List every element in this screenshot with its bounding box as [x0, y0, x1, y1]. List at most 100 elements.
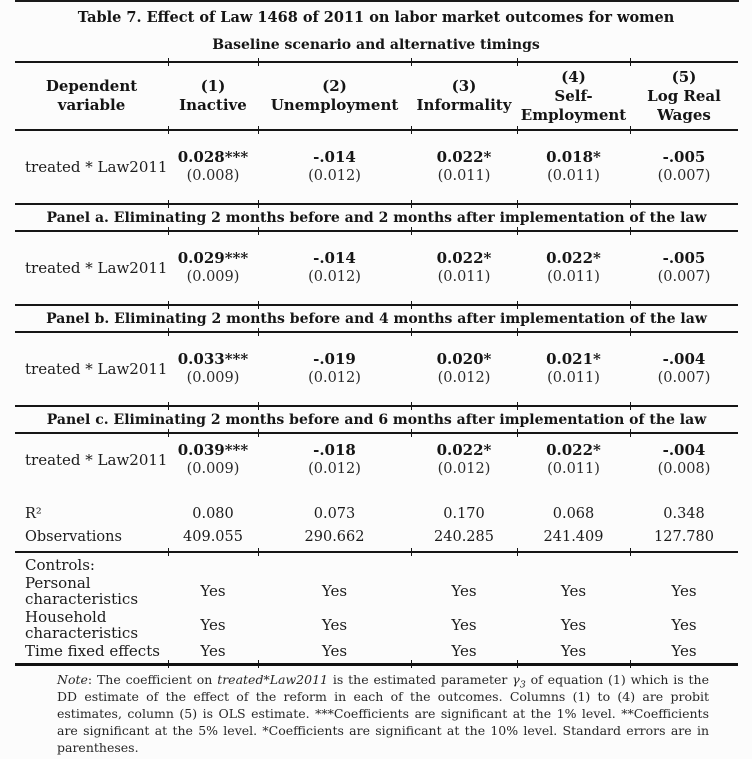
coef-row-panel-c: treated * Law2011 0.039*** (0.009) -.018 (…: [15, 437, 738, 503]
coef-cell: 0.022* (0.011): [517, 437, 630, 503]
standard-error: (0.007): [657, 269, 711, 285]
observations-row: Observations 409.055 290.662 240.285 241…: [15, 525, 738, 548]
observations-value: 127.780: [654, 528, 714, 545]
header-col-3-informality: (3) Informality: [416, 77, 512, 114]
coef-cell: 0.018* (0.011): [517, 134, 630, 200]
control-value: Yes: [200, 582, 226, 600]
coefficient-value: 0.033***: [177, 350, 249, 368]
coefficient-value: -.014: [313, 249, 356, 267]
coef-cell: 0.022* (0.012): [411, 437, 517, 503]
standard-error: (0.007): [657, 370, 711, 386]
coefficient-value: 0.018*: [546, 148, 601, 166]
control-value: Yes: [671, 616, 697, 634]
header-col-1-inactive: (1) Inactive: [179, 77, 247, 114]
top-edge-rule: [15, 0, 739, 2]
table-rule: [15, 227, 738, 232]
coefficient-value: -.014: [313, 148, 356, 166]
table-rule-ticks: [15, 406, 738, 410]
header-col-4-self-employment: (4) Self- Employment: [520, 67, 627, 124]
observations-value: 241.409: [543, 528, 604, 545]
panel-b-heading: Panel b. Eliminating 2 months before and…: [15, 309, 738, 328]
observations-value: 290.662: [304, 528, 365, 545]
table-rule: [15, 126, 738, 131]
coef-cell: 0.029*** (0.009): [168, 235, 258, 301]
header-col-2-unemployment: (2) Unemployment: [270, 77, 399, 114]
note-text: : The coefficient on: [87, 672, 218, 687]
standard-error: (0.011): [547, 461, 600, 477]
table-rule-ticks: [15, 433, 738, 437]
panel-b-title: Panel b. Eliminating 2 months before and…: [46, 310, 707, 327]
note-text: is the estimated parameter: [327, 672, 513, 687]
coef-cell: 0.022* (0.011): [411, 235, 517, 301]
coefficient-value: 0.020*: [436, 350, 492, 368]
control-value: Yes: [671, 642, 697, 660]
standard-error: (0.009): [186, 461, 240, 477]
table-rule: [15, 328, 738, 333]
table-title: Table 7. Effect of Law 1468 of 2011 on l…: [77, 9, 675, 26]
control-value: Yes: [671, 582, 697, 600]
control-value: Yes: [200, 642, 226, 660]
standard-error: (0.007): [657, 168, 711, 184]
coefficient-value: 0.028***: [177, 148, 249, 166]
coefficient-value: -.004: [662, 441, 706, 459]
gamma-subscript: 3: [519, 679, 526, 691]
table-rule-ticks: [15, 332, 738, 336]
table-rule: [15, 58, 738, 63]
note-term-italic: treated*Law2011: [217, 672, 328, 687]
panel-a-title: Panel a. Eliminating 2 months before and…: [46, 209, 707, 226]
coef-cell: 0.039*** (0.009): [168, 437, 258, 503]
coefficient-value: 0.022*: [436, 249, 492, 267]
coef-cell: -.019 (0.012): [258, 336, 411, 402]
controls-heading-row: Controls:: [15, 556, 738, 574]
r-squared-label: R²: [25, 506, 42, 522]
control-value: Yes: [321, 616, 348, 634]
standard-error: (0.012): [308, 269, 361, 285]
control-value: Yes: [451, 582, 477, 600]
coef-cell: 0.028*** (0.008): [168, 134, 258, 200]
note-label: Note: [57, 672, 88, 687]
standard-error: (0.008): [186, 168, 240, 184]
table-rule-ticks: [15, 62, 738, 66]
coefficient-value: -.018: [313, 441, 356, 459]
coef-row-panel-b: treated * Law2011 0.033*** (0.009) -.019 (…: [15, 336, 738, 402]
observations-label: Observations: [25, 528, 122, 545]
control-value: Yes: [560, 642, 587, 660]
coef-cell: 0.021* (0.011): [517, 336, 630, 402]
coef-cell: -.018 (0.012): [258, 437, 411, 503]
table-rule: [15, 429, 738, 434]
controls-heading: Controls:: [25, 556, 95, 574]
table-rule: [15, 548, 738, 553]
control-value: Yes: [560, 582, 587, 600]
coef-cell: 0.022* (0.011): [517, 235, 630, 301]
coef-row-baseline: treated * Law2011 0.028*** (0.008) -.014 (…: [15, 134, 738, 200]
control-label: Household characteristics: [25, 607, 139, 642]
control-value: Yes: [321, 642, 348, 660]
control-value: Yes: [451, 616, 477, 634]
coef-cell: -.004 (0.008): [630, 437, 738, 503]
coef-cell: -.005 (0.007): [630, 235, 738, 301]
row-label: treated * Law2011: [25, 158, 168, 176]
coefficient-value: -.005: [662, 249, 706, 267]
coefficient-value: 0.022*: [436, 148, 492, 166]
controls-row-time-fixed-effects: Time fixed effects Yes Yes Yes Yes Yes: [15, 642, 738, 660]
coefficient-value: 0.022*: [436, 441, 492, 459]
results-table: Dependent variable (1) Inactive (2) Unem…: [15, 58, 738, 668]
panel-c-heading: Panel c. Eliminating 2 months before and…: [15, 410, 738, 429]
standard-error: (0.012): [437, 461, 491, 477]
row-label: treated * Law2011: [25, 259, 168, 277]
table-rule: [15, 200, 738, 205]
standard-error: (0.011): [547, 269, 600, 285]
table-note: Note: The coefficient on treated*Law2011…: [57, 671, 709, 756]
coefficient-value: -.004: [662, 350, 706, 368]
standard-error: (0.012): [308, 370, 361, 386]
coefficient-value: 0.029***: [177, 249, 249, 267]
table-rule: [15, 301, 738, 306]
standard-error: (0.012): [308, 461, 361, 477]
control-value: Yes: [321, 582, 348, 600]
coef-row-panel-a: treated * Law2011 0.029*** (0.009) -.014 (…: [15, 235, 738, 301]
standard-error: (0.012): [437, 370, 491, 386]
table-rule-ticks: [15, 664, 738, 668]
r-squared-value: 0.080: [192, 506, 234, 522]
header-col-5-log-real-wages: (5) Log Real Wages: [647, 67, 721, 124]
table-subtitle: Baseline scenario and alternative timing…: [212, 37, 540, 53]
